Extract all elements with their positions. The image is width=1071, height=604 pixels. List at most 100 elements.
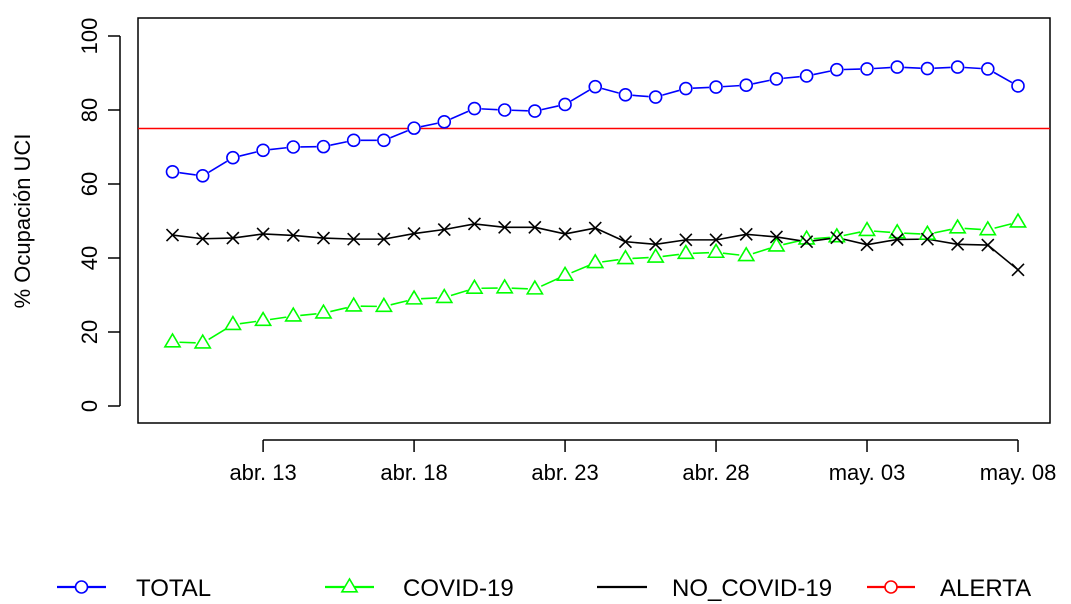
data-point-covid-19 [858,221,877,237]
data-point-covid-19 [737,246,756,262]
data-point-total [346,133,361,148]
x-tick-label: abr. 18 [380,460,447,485]
data-point-covid-19 [948,218,967,234]
data-point-total [981,62,995,76]
data-point-covid-19 [284,306,303,322]
data-point-covid-19 [435,288,454,304]
data-point-covid-19 [978,220,997,236]
data-point-covid-19 [646,247,665,263]
data-point-no-covid-19 [769,230,783,244]
data-point-no-covid-19 [437,222,451,237]
data-point-total [256,143,270,158]
data-point-covid-19 [193,333,212,349]
legend-label-no-covid-19: NO_COVID-19 [672,575,832,602]
data-point-total [679,81,693,96]
data-point-no-covid-19 [679,233,693,247]
data-point-no-covid-19 [920,232,934,246]
data-point-covid-19 [405,289,424,305]
data-point-total [1011,79,1025,93]
legend-label-total: TOTAL [136,575,211,602]
legend-marker-alerta [884,580,898,594]
y-tick-label: 20 [77,320,102,344]
data-point-covid-19 [223,315,242,331]
data-point-covid-19 [586,253,605,269]
data-point-total [830,62,844,77]
legend: TOTAL COVID-19 NO_COVID-19 ALERTA [57,575,1031,602]
x-tick-label: abr. 28 [682,460,749,485]
data-point-covid-19 [888,223,907,239]
x-tick-label: abr. 23 [531,460,598,485]
x-tick-label: abr. 13 [229,460,296,485]
data-point-total [226,150,240,165]
data-point-covid-19 [495,278,514,294]
series-line-total [179,66,1013,176]
data-point-covid-19 [707,242,726,259]
data-point-no-covid-19 [951,237,965,251]
data-point-no-covid-19 [830,231,844,245]
data-point-total [497,103,512,117]
x-tick-label: may. 03 [829,460,906,485]
data-point-covid-19 [556,265,575,281]
data-point-no-covid-19 [528,220,542,234]
data-point-covid-19 [374,296,393,313]
y-tick-label: 80 [77,98,102,122]
legend-label-covid-19: COVID-19 [403,575,514,602]
plot-area-border [137,17,1051,424]
data-point-total [286,140,301,154]
data-point-total [920,61,935,76]
y-axis: 0 20 40 60 80 100 [77,18,121,412]
legend-item-total: TOTAL [57,575,211,602]
y-axis-title: % Ocupación UCI [10,134,35,309]
data-point-total [165,164,180,179]
marker-layer [163,60,1028,349]
data-point-no-covid-19 [467,217,482,231]
data-point-covid-19 [254,310,273,327]
legend-item-covid-19: COVID-19 [325,575,514,602]
data-point-no-covid-19 [498,220,512,234]
series-layer [138,66,1050,344]
data-point-total [739,78,754,93]
legend-marker-total [74,580,89,594]
data-point-no-covid-19 [377,232,391,246]
data-point-no-covid-19 [286,228,300,242]
data-point-covid-19 [344,296,363,312]
data-point-no-covid-19 [407,227,421,241]
data-point-total [467,101,482,116]
data-point-no-covid-19 [739,227,753,241]
data-point-no-covid-19 [890,232,904,247]
data-point-total [950,60,965,74]
data-point-total [860,62,874,76]
x-tick-label: may. 08 [980,460,1057,485]
data-point-no-covid-19 [709,233,723,247]
data-point-total [769,72,784,86]
data-point-total [407,121,421,135]
data-point-no-covid-19 [1011,263,1025,277]
y-tick-label: 0 [77,400,102,412]
legend-item-alerta: ALERTA [867,575,1031,602]
legend-label-alerta: ALERTA [940,575,1031,602]
data-point-covid-19 [163,332,182,348]
data-point-no-covid-19 [256,227,270,241]
data-point-total [195,169,210,183]
series-line-covid-19 [179,223,1012,344]
data-point-total [618,88,633,102]
data-point-no-covid-19 [800,235,814,249]
data-point-covid-19 [767,236,786,252]
data-point-covid-19 [827,227,846,243]
data-point-covid-19 [616,249,635,265]
y-tick-label: 100 [77,18,102,55]
data-point-total [799,69,814,83]
data-point-total [437,115,452,129]
data-point-no-covid-19 [860,238,874,252]
legend-item-no-covid-19: NO_COVID-19 [597,575,832,602]
data-point-no-covid-19 [618,235,633,249]
data-point-no-covid-19 [316,231,331,245]
data-point-total [558,97,572,112]
data-point-total [377,133,391,148]
data-point-covid-19 [525,279,544,295]
data-point-total [648,90,663,104]
data-point-no-covid-19 [347,232,361,246]
data-point-no-covid-19 [165,228,180,242]
data-point-total [588,79,603,94]
